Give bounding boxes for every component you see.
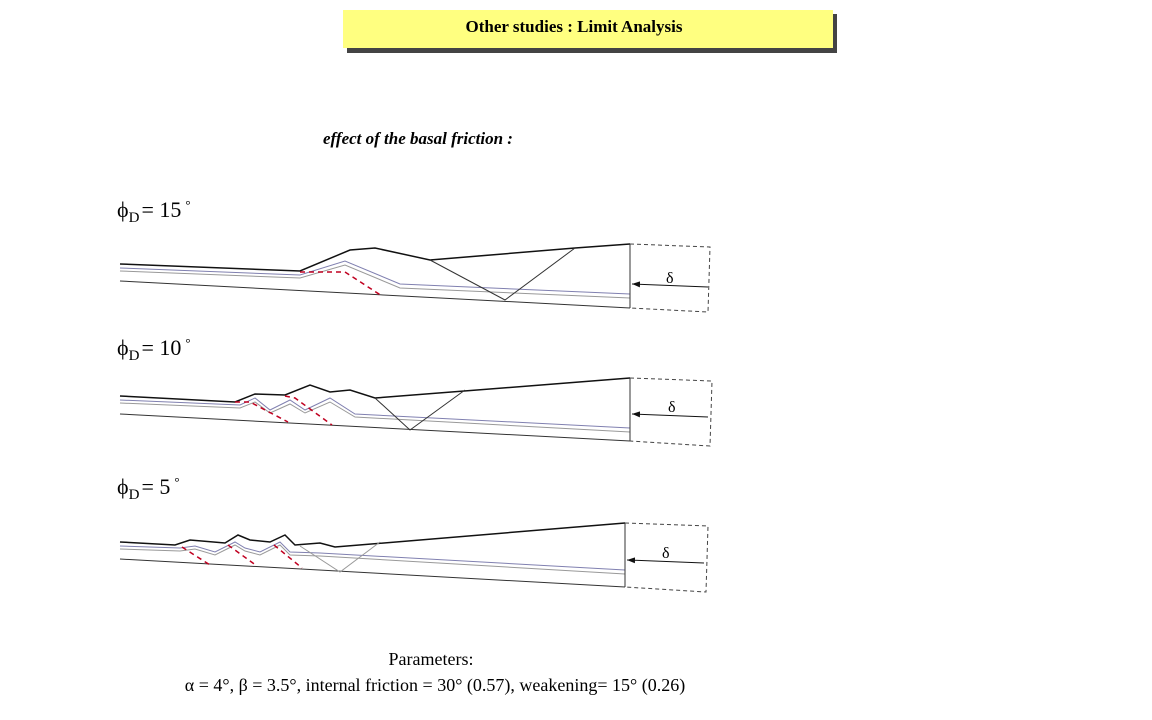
shear-bands (299, 541, 381, 573)
params-heading: Parameters: (389, 649, 474, 669)
params-line: α = 4°, β = 3.5°, internal friction = 30… (185, 675, 685, 696)
fault (181, 546, 211, 566)
panel-2: ϕD= 10 ° δ (117, 335, 713, 447)
layer (119, 401, 631, 433)
panel-label: ϕD= 5 ° (117, 474, 180, 503)
displacement-box (629, 377, 713, 447)
arrow (626, 557, 705, 564)
subtitle: effect of the basal friction : (323, 129, 513, 148)
fault (235, 401, 289, 423)
layer (119, 544, 626, 575)
panel-label: ϕD= 10 ° (117, 335, 191, 364)
panel-label: ϕD= 15 ° (117, 197, 191, 226)
fault (227, 544, 258, 567)
layer (119, 397, 631, 429)
delta: δ (662, 545, 670, 562)
fault (284, 395, 333, 426)
displacement-box (629, 243, 711, 313)
base (119, 413, 631, 442)
displacement-box (624, 522, 709, 593)
top (119, 522, 626, 548)
fault (300, 271, 383, 297)
layer (119, 264, 631, 299)
title-box (343, 10, 833, 48)
top (119, 243, 631, 272)
shear-bands (429, 247, 576, 301)
base (119, 558, 626, 588)
top (119, 377, 631, 403)
shear-bands (374, 389, 466, 431)
delta: δ (666, 270, 674, 287)
title: Other studies : Limit Analysis (466, 17, 683, 36)
arrow (631, 411, 709, 418)
layer (119, 260, 631, 295)
base (119, 280, 631, 309)
panel-1: ϕD= 15 ° δ (117, 197, 711, 313)
layer (119, 541, 626, 571)
fault (273, 544, 303, 569)
panel-3: ϕD= 5 ° δ (117, 474, 709, 593)
delta: δ (668, 399, 676, 416)
arrow (631, 281, 709, 288)
